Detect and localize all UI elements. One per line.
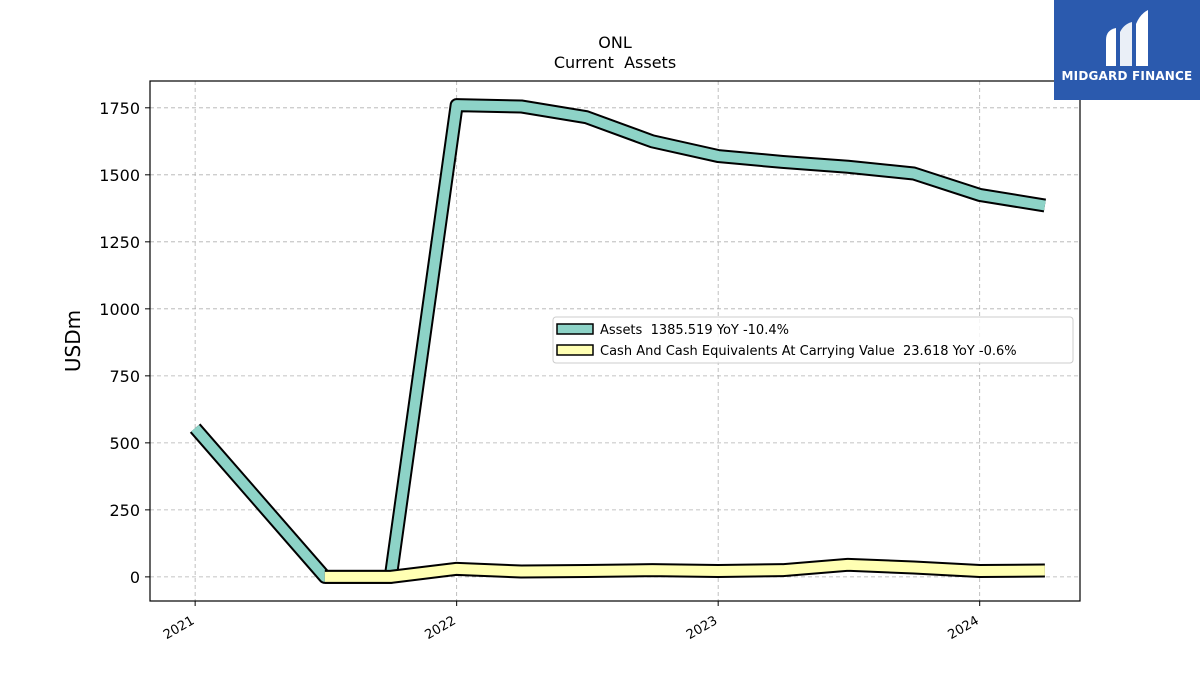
legend-label: Cash And Cash Equivalents At Carrying Va… xyxy=(600,344,1017,359)
y-tick-label: 0 xyxy=(130,568,140,587)
chart-subtitle: Current Assets xyxy=(554,53,676,72)
legend-swatch xyxy=(556,344,594,356)
y-axis-label: USDm xyxy=(61,310,85,372)
plot-frame xyxy=(149,80,1081,602)
brand-name: MIDGARD FINANCE xyxy=(1061,69,1193,83)
logo-mark-icon xyxy=(1106,10,1148,66)
legend-box xyxy=(552,316,1074,364)
y-tick-label: 1250 xyxy=(99,233,140,252)
x-tick-label: 2021 xyxy=(161,613,197,643)
y-tick-label: 1750 xyxy=(99,99,140,118)
x-tick-label: 2024 xyxy=(946,613,982,643)
y-tick-label: 250 xyxy=(109,501,140,520)
y-tick-label: 750 xyxy=(109,367,140,386)
x-tick-label: 2022 xyxy=(422,613,458,643)
chart-title: ONL xyxy=(598,33,632,52)
series-line xyxy=(324,559,1045,582)
y-axis: 0 250 500 1000 750 1250 1500 1750 xyxy=(99,99,150,587)
legend-swatch xyxy=(556,323,594,335)
grid xyxy=(150,81,1080,601)
y-tick-label: 500 xyxy=(109,434,140,453)
legend-label: Assets 1385.519 YoY -10.4% xyxy=(600,323,789,338)
x-tick-label: 2023 xyxy=(684,613,720,643)
legend: Assets 1385.519 YoY -10.4% Cash And Cash … xyxy=(552,316,1074,364)
series-layer xyxy=(189,98,1047,584)
y-tick-label: 1000 xyxy=(99,300,140,319)
brand-logo: MIDGARD FINANCE xyxy=(1054,0,1200,100)
y-tick-label: 1500 xyxy=(99,166,140,185)
x-axis: 2021 2022 2023 2024 xyxy=(161,601,982,643)
